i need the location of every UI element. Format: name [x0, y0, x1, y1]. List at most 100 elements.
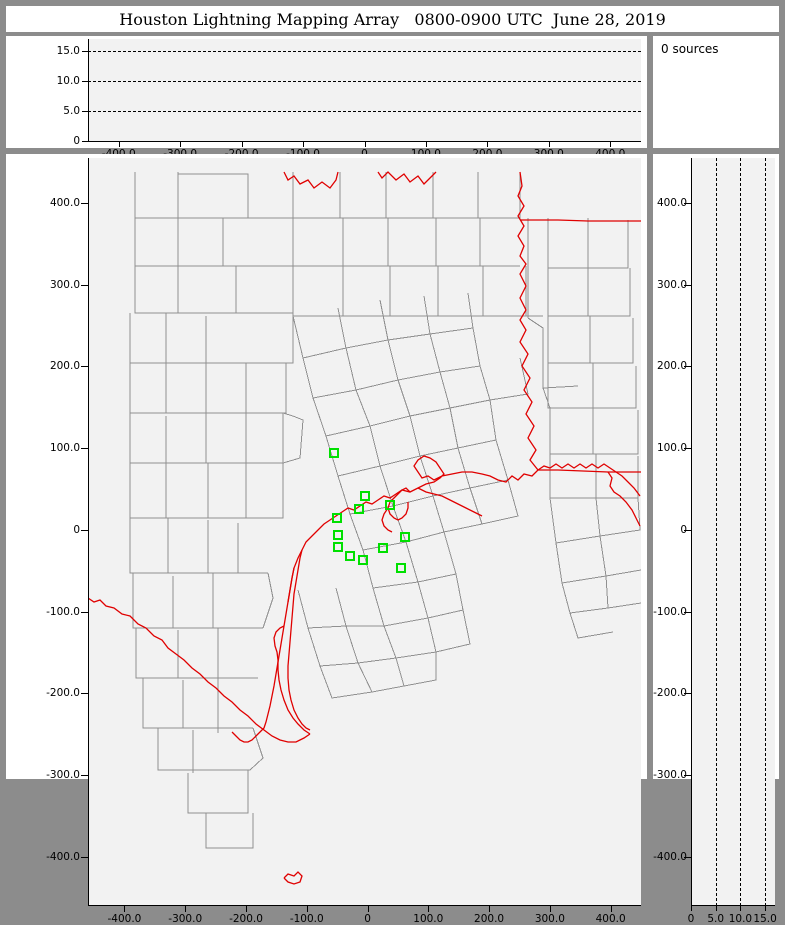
ytick-label-2: 10.0: [56, 75, 80, 87]
map-xtick-3: [306, 905, 308, 912]
station-marker[interactable]: [354, 503, 365, 514]
station-marker[interactable]: [332, 542, 343, 553]
map-xtick-4: [367, 905, 369, 912]
station-marker[interactable]: [358, 555, 369, 566]
right-xtick-1: [715, 905, 717, 911]
ytick-3: [82, 51, 88, 52]
map-ytick-7: [81, 284, 88, 286]
map-ytick-label-8: 400.0: [49, 196, 80, 209]
station-marker[interactable]: [385, 500, 396, 511]
map-ytick-label-0: -400.0: [46, 850, 80, 863]
right-chart-y-axis: [691, 158, 692, 906]
right-xtick-0: [691, 905, 692, 911]
station-marker[interactable]: [332, 512, 343, 523]
map-ytick-2: [81, 693, 88, 695]
xtick-2: [241, 141, 243, 147]
right-ytick-label-3: -100.0: [653, 605, 687, 618]
ytick-0: [82, 141, 88, 142]
map-xtick-1: [185, 905, 187, 912]
map-ytick-0: [81, 856, 88, 858]
ytick-label-0: 0: [73, 135, 80, 147]
map-xtick-label-2: -200.0: [229, 913, 263, 925]
map-xtick-7: [549, 905, 551, 912]
map-xtick-0: [124, 905, 126, 912]
right-ytick-3: [684, 611, 691, 613]
gridline-h-2: [88, 51, 641, 52]
right-ytick-2: [684, 693, 691, 695]
title-bar: Houston Lightning Mapping Array 0800-090…: [6, 6, 779, 32]
station-marker[interactable]: [400, 532, 411, 543]
map-xtick-label-4: 0: [364, 913, 371, 925]
map-y-axis: [88, 158, 89, 906]
map-xtick-5: [428, 905, 430, 912]
sources-count-panel[interactable]: 0 sources: [653, 36, 779, 148]
xtick-3: [303, 141, 305, 147]
map-xtick-label-0: -400.0: [107, 913, 142, 925]
right-ytick-label-4: 0: [680, 523, 687, 536]
gridline-h-1: [88, 81, 641, 82]
map-ytick-5: [81, 448, 88, 450]
map-xtick-label-5: 100.0: [413, 913, 444, 925]
right-xtick-label-3: 15.0: [753, 913, 777, 925]
right-ytick-label-2: -200.0: [653, 687, 687, 700]
xtick-8: [610, 141, 612, 147]
map-xtick-6: [489, 905, 491, 912]
top-chart-plot-area: [88, 39, 641, 141]
map-xtick-label-1: -300.0: [168, 913, 203, 925]
map-plot-area[interactable]: [88, 158, 641, 905]
map-ytick-label-1: -300.0: [46, 769, 80, 782]
right-chart-x-axis: [691, 905, 775, 906]
station-marker[interactable]: [377, 542, 388, 553]
map-ytick-label-3: -100.0: [46, 605, 80, 618]
xtick-1: [180, 141, 182, 147]
map-xtick-label-8: 400.0: [595, 913, 626, 925]
xtick-7: [548, 141, 550, 147]
map-ytick-label-5: 100.0: [49, 442, 80, 455]
station-marker[interactable]: [333, 529, 344, 540]
right-ytick-label-0: -400.0: [653, 850, 687, 863]
right-ytick-label-6: 200.0: [656, 360, 687, 373]
gridline-v-0: [715, 158, 717, 906]
map-xtick-label-7: 300.0: [534, 913, 565, 925]
map-ytick-1: [81, 775, 88, 777]
right-ytick-7: [684, 284, 691, 286]
map-ytick-6: [81, 366, 88, 368]
map-xtick-2: [246, 905, 247, 912]
page-title: Houston Lightning Mapping Array 0800-090…: [119, 9, 666, 29]
station-marker[interactable]: [395, 562, 406, 573]
map-ytick-label-7: 300.0: [49, 278, 80, 291]
right-ytick-label-8: 400.0: [656, 196, 687, 209]
xtick-5: [425, 141, 427, 147]
right-ytick-label-1: -300.0: [653, 769, 687, 782]
right-ytick-6: [684, 366, 691, 368]
right-ytick-label-5: 100.0: [656, 442, 687, 455]
station-marker[interactable]: [329, 448, 340, 459]
map-ytick-label-2: -200.0: [46, 687, 80, 700]
map-ytick-4: [81, 529, 88, 531]
application-window: Houston Lightning Mapping Array 0800-090…: [6, 6, 779, 925]
map-x-axis: [88, 905, 641, 906]
gridline-v-2: [765, 158, 767, 906]
map-ytick-label-4: 0: [73, 523, 80, 536]
right-altitude-chart-panel[interactable]: -400.0 -300.0 -200.0 -100.0 0 100.0 200.0 300.0…: [653, 154, 779, 925]
station-marker[interactable]: [359, 491, 370, 502]
map-xtick-label-6: 200.0: [474, 913, 505, 925]
gridline-h-0: [88, 111, 641, 112]
map-ytick-3: [81, 611, 88, 613]
right-ytick-5: [684, 448, 691, 450]
ytick-2: [82, 81, 88, 82]
sources-count-label: 0 sources: [661, 42, 719, 56]
map-xtick-8: [610, 905, 612, 912]
right-ytick-1: [684, 775, 691, 777]
right-ytick-label-7: 300.0: [656, 278, 687, 291]
station-marker[interactable]: [344, 551, 355, 562]
map-xtick-label-3: -100.0: [289, 913, 324, 925]
xtick-6: [487, 141, 489, 147]
ytick-label-3: 15.0: [56, 45, 80, 57]
main-map-panel[interactable]: -400.0 -300.0 -200.0 -100.0 0 100.0 200.0 300.0…: [6, 154, 647, 925]
map-ytick-8: [81, 202, 88, 204]
xtick-4: [364, 141, 366, 147]
top-altitude-chart-panel[interactable]: 05.010.015.0 -400.0-300.0-200.0-100.0010…: [6, 36, 647, 160]
ytick-label-1: 5.0: [63, 105, 80, 117]
right-ytick-4: [684, 529, 691, 531]
